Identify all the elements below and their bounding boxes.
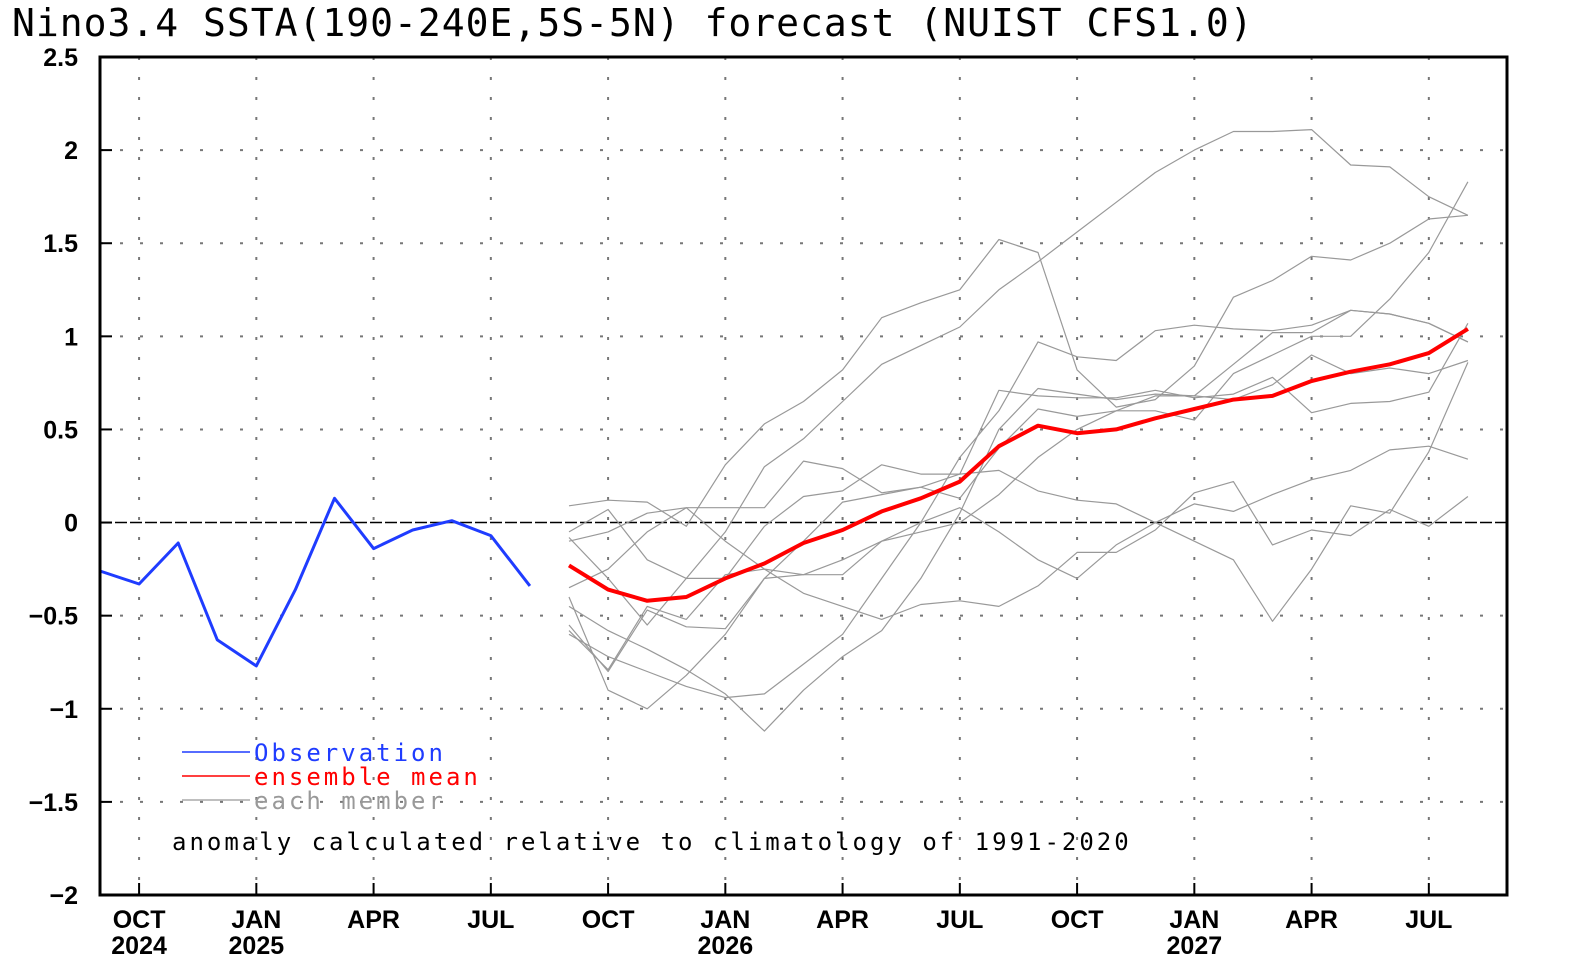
x-tick-label: OCT [1051,906,1104,934]
y-tick-label: −1.5 [29,789,78,817]
series-lines [99,327,1469,668]
ensemble-mean-line [567,327,1469,603]
legend: Observation ensemble mean each member [182,739,481,815]
y-tick-label: −2 [49,882,78,910]
x-tick-label: JUL [936,906,983,934]
x-tick-label: APR [816,906,869,934]
y-tick-label: −1 [49,696,78,724]
member-line-3 [568,309,1469,589]
climatology-note: anomaly calculated relative to climatolo… [172,828,1132,856]
legend-label-observation: Observation [254,739,446,767]
member-line-2 [568,214,1468,527]
grid [100,57,1507,895]
member-line-10 [568,181,1469,576]
x-tick-label: OCT [582,906,635,934]
member-line-9 [568,481,1469,671]
legend-label-member: each member [254,787,446,815]
member-line-8 [568,323,1469,626]
legend-label-ensemble-mean: ensemble mean [254,763,481,791]
member-lines [568,129,1469,732]
y-tick-label: 0.5 [43,416,78,444]
member-line-7 [568,354,1469,732]
y-axis: −2 −1.5 −1 −0.5 0 0.5 1 1.5 2 2.5 [29,44,112,910]
x-tick-year: 2025 [229,932,285,959]
x-tick-label: APR [347,906,400,934]
member-line-1 [568,129,1469,580]
x-tick-label: JUL [1405,906,1452,934]
x-tick-label: OCT [113,906,166,934]
y-tick-label: 0 [64,510,78,538]
chart-title: Nino3.4 SSTA(190-240E,5S-5N) forecast (N… [12,1,1254,45]
x-tick-label: JAN [1169,906,1219,934]
y-tick-label: 2.5 [43,44,78,72]
x-tick-label: APR [1285,906,1338,934]
member-line-4 [568,445,1469,673]
x-tick-year: 2027 [1167,932,1223,959]
plot-frame [98,55,1509,897]
member-line-6 [568,309,1469,699]
y-tick-label: 1 [64,323,78,351]
y-tick-label: 1.5 [43,230,78,258]
x-tick-year: 2026 [698,932,754,959]
y-tick-label: −0.5 [29,603,78,631]
x-tick-label: JUL [467,906,514,934]
x-tick-label: JAN [231,906,281,934]
y-tick-label: 2 [64,137,78,165]
member-line-5 [568,362,1469,710]
observation-line [99,496,532,668]
x-tick-label: JAN [700,906,750,934]
x-tick-year: 2024 [111,932,167,959]
